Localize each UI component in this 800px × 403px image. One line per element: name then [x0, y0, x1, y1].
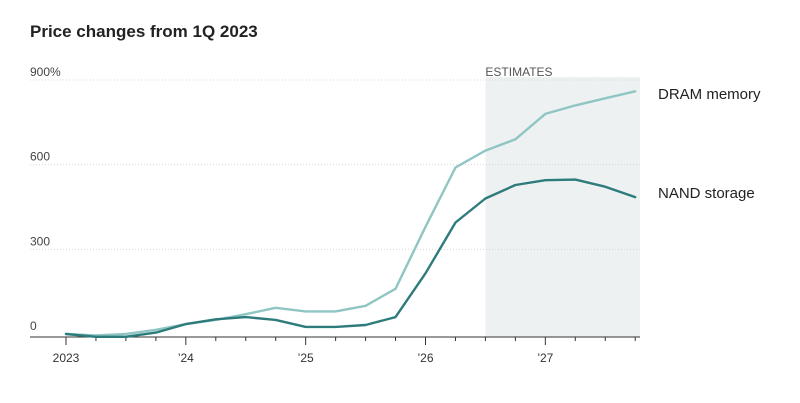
y-tick-label: 300 — [30, 234, 50, 248]
chart-title: Price changes from 1Q 2023 — [30, 22, 258, 41]
estimates-shade — [485, 77, 640, 337]
x-tick-label: 2023 — [53, 351, 80, 365]
x-tick-label: ’27 — [537, 351, 553, 365]
x-tick-label: ’26 — [417, 351, 433, 365]
series-lines — [64, 90, 637, 338]
series-line-nand-storage — [64, 178, 637, 338]
x-axis — [30, 336, 640, 345]
y-tick-label: 900% — [30, 65, 61, 79]
y-tick-label: 600 — [30, 150, 50, 164]
y-tick-label: 0 — [30, 319, 37, 333]
x-tick-label: ’24 — [178, 351, 194, 365]
estimates-region: ESTIMATES — [485, 65, 640, 337]
series-line-dram-memory — [64, 90, 637, 337]
series-label: NAND storage — [658, 185, 755, 202]
series-label: DRAM memory — [658, 86, 761, 103]
estimates-label: ESTIMATES — [485, 65, 552, 79]
x-tick-label: ’25 — [298, 351, 314, 365]
labels: 900% 600 300 0 2023 ’24 ’25 ’26 ’27 DRAM memory NA… — [30, 65, 761, 365]
